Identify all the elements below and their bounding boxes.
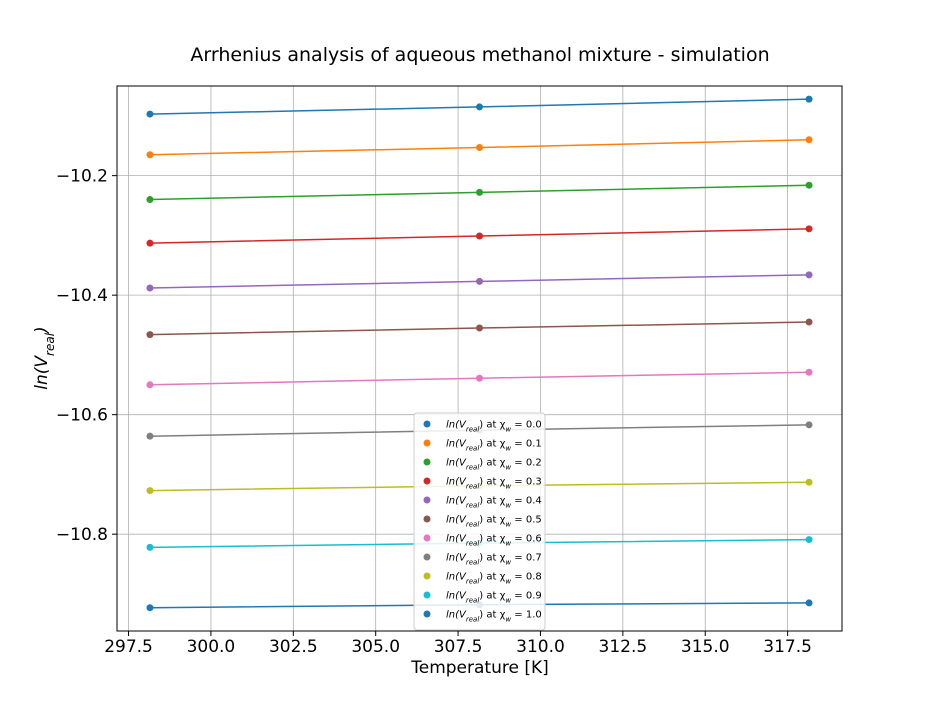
x-tick-label: 310.0	[516, 637, 565, 657]
data-point	[806, 479, 813, 486]
legend-marker	[424, 573, 431, 580]
data-point	[806, 319, 813, 326]
legend-marker	[424, 478, 431, 485]
x-tick-label: 312.5	[599, 637, 648, 657]
x-tick-label: 302.5	[269, 637, 318, 657]
legend-marker	[424, 516, 431, 523]
data-point	[146, 240, 153, 247]
y-axis-title-base: ln(V	[32, 355, 52, 390]
data-point	[146, 544, 153, 551]
data-point	[146, 433, 153, 440]
data-point	[146, 284, 153, 291]
data-point	[806, 271, 813, 278]
data-point	[146, 111, 153, 118]
legend-marker	[424, 497, 431, 504]
data-point	[806, 369, 813, 376]
legend-marker	[424, 421, 431, 428]
legend-marker	[424, 459, 431, 466]
x-tick-label: 297.5	[104, 637, 153, 657]
data-point	[476, 325, 483, 332]
y-tick-label: −10.2	[56, 167, 108, 187]
x-axis-title: Temperature [K]	[410, 658, 549, 678]
data-point	[146, 487, 153, 494]
y-axis-title-subscript: real	[43, 332, 57, 356]
x-tick-label: 317.5	[763, 637, 812, 657]
legend-marker	[424, 535, 431, 542]
legend-marker	[424, 611, 431, 618]
y-tick-label: −10.8	[56, 525, 108, 545]
data-point	[476, 232, 483, 239]
data-point	[806, 599, 813, 606]
chart-title: Arrhenius analysis of aqueous methanol m…	[190, 44, 769, 66]
data-point	[146, 331, 153, 338]
data-point	[476, 375, 483, 382]
y-axis-title-close: )	[32, 326, 52, 335]
data-point	[146, 196, 153, 203]
data-point	[806, 421, 813, 428]
data-point	[806, 225, 813, 232]
y-tick-label: −10.6	[56, 406, 108, 426]
data-point	[146, 151, 153, 158]
data-point	[476, 103, 483, 110]
data-point	[806, 96, 813, 103]
data-point	[146, 381, 153, 388]
legend: ln(Vreal) at χw = 0.0ln(Vreal) at χw = 0…	[414, 413, 545, 630]
legend-marker	[424, 554, 431, 561]
data-point	[806, 536, 813, 543]
data-point	[476, 278, 483, 285]
y-tick-label: −10.4	[56, 286, 108, 306]
legend-marker	[424, 592, 431, 599]
data-point	[806, 136, 813, 143]
x-tick-label: 305.0	[351, 637, 400, 657]
x-tick-label: 315.0	[681, 637, 730, 657]
x-tick-label: 300.0	[187, 637, 236, 657]
data-point	[476, 189, 483, 196]
x-tick-label: 307.5	[434, 637, 483, 657]
legend-marker	[424, 440, 431, 447]
data-point	[146, 604, 153, 611]
data-point	[476, 144, 483, 151]
data-point	[806, 182, 813, 189]
